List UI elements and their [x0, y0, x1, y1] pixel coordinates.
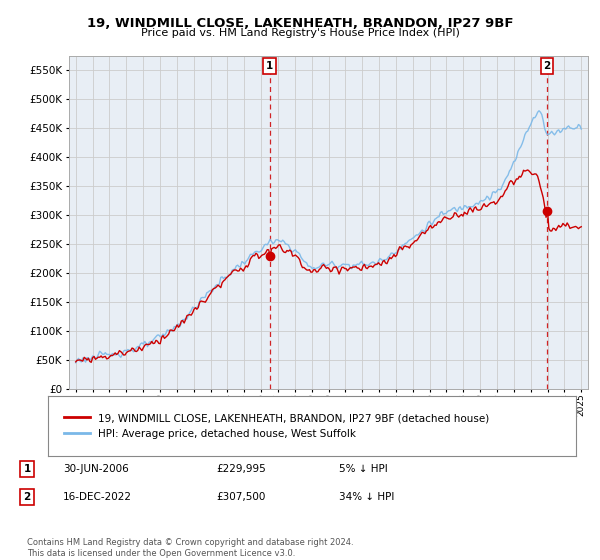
Text: 2: 2: [543, 61, 550, 71]
Text: Price paid vs. HM Land Registry's House Price Index (HPI): Price paid vs. HM Land Registry's House …: [140, 28, 460, 38]
Text: 34% ↓ HPI: 34% ↓ HPI: [339, 492, 394, 502]
Text: 19, WINDMILL CLOSE, LAKENHEATH, BRANDON, IP27 9BF: 19, WINDMILL CLOSE, LAKENHEATH, BRANDON,…: [87, 17, 513, 30]
Text: £229,995: £229,995: [216, 464, 266, 474]
Text: 5% ↓ HPI: 5% ↓ HPI: [339, 464, 388, 474]
Text: 30-JUN-2006: 30-JUN-2006: [63, 464, 129, 474]
Text: 16-DEC-2022: 16-DEC-2022: [63, 492, 132, 502]
Text: 2: 2: [23, 492, 31, 502]
Text: 1: 1: [266, 61, 273, 71]
Text: Contains HM Land Registry data © Crown copyright and database right 2024.
This d: Contains HM Land Registry data © Crown c…: [27, 538, 353, 558]
Legend: 19, WINDMILL CLOSE, LAKENHEATH, BRANDON, IP27 9BF (detached house), HPI: Average: 19, WINDMILL CLOSE, LAKENHEATH, BRANDON,…: [58, 408, 494, 444]
Text: £307,500: £307,500: [216, 492, 265, 502]
Text: 1: 1: [23, 464, 31, 474]
